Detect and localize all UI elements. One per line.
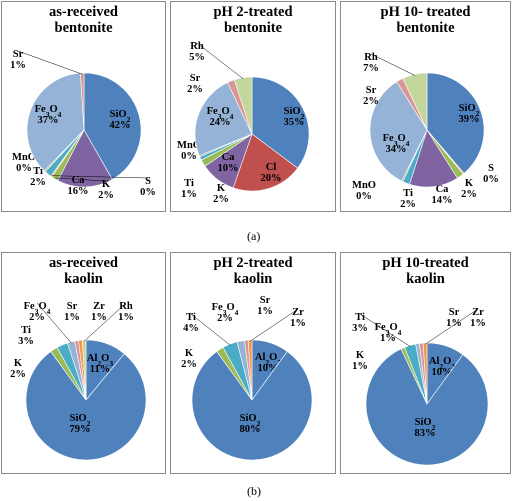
data-label-sio2: SiO2 35% [284,106,305,128]
chart-title: pH 2-treated bentonite [213,4,293,36]
data-label-zr: Zr 1% [470,307,486,329]
pie-chart: SiO2 39% S 0% K 2% Ca 14% Ti 2% MnO 0% Fe3O4 34% Sr 2% R… [352,52,499,210]
data-label-k: K 2% [10,358,26,380]
chart-panel-1: pH 2-treated bentonite SiO2 35% Cl 20% Ca 10%… [170,1,336,212]
leader-line [55,177,107,182]
chart-panel-0: as-received bentonite SiO2 42% Ca 16% K 2% S 0%… [1,1,166,212]
data-label-sr: Sr 1% [10,49,26,71]
data-label-sio2: SiO2 39% [459,103,480,125]
data-label-zr: Zr 1% [290,307,306,329]
pie-slice-sio2 [83,72,142,180]
data-label-ti: Ti 3% [18,325,34,347]
leader-line [36,302,72,344]
leader-line [51,175,149,179]
data-label-k: K 1% [352,350,368,372]
data-label-ca: Ca 16% [68,175,89,197]
pie-chart: SiO2 42% Ca 16% K 2% S 0% Ti 2%MnO 0% Fe3O4 37% Sr 1% [10,49,156,201]
data-label-sr: Sr 1% [446,307,462,329]
chart-panel-5: pH 10-treated kaolin Al2O3 10% SiO2 83% K 1% T… [340,252,511,474]
caption-b: (b) [247,484,261,498]
pie-slice-cl [232,133,299,192]
leader-line [370,53,416,76]
data-label-cl: Cl 20% [261,162,282,184]
data-label-ca: Ca 10% [218,152,239,174]
pie-slice-sio2 [25,351,147,461]
leader-line [424,308,479,345]
pie-slice-fe3o4 [369,81,428,182]
pie-slice-sio2 [251,76,310,169]
data-label-k: K 2% [98,179,114,201]
data-label-ti: Ti 1% [181,178,197,200]
caption-a: (a) [247,229,261,243]
data-label-rh: Rh 5% [189,41,205,63]
leader-line [250,308,299,342]
data-label-sr: Sr 2% [363,85,379,107]
pie-chart: Al2O3 10%SiO2 80%K 2%Ti 4%Fe3O4 2%Sr 1% Zr 1% [181,295,313,461]
data-label-al2o3: Al2O3 10% [429,356,455,378]
chart-title: pH 10-treated kaolin [382,255,469,287]
pie-chart: SiO2 35% Cl 20% Ca 10% K 2% Ti 1% MnO 0% Fe3O4 24%Sr 2… [177,41,310,205]
data-label-k: K 2% [461,178,477,200]
chart-panel-4: pH 2-treated kaolin Al2O3 10% SiO2 80% K 2% Ti… [170,252,336,474]
data-label-k: K 2% [213,183,229,205]
data-label-fe3o4: Fe3O4 1% [375,322,402,344]
leader-line [359,313,411,347]
pie-slice-sio2 [426,72,485,174]
leader-line [83,302,127,342]
data-label-ti: Ti 2% [400,188,416,210]
leader-line [190,313,231,346]
data-label-mno: MnO 0% [177,140,201,162]
data-label-sr: Sr 1% [64,301,80,323]
chart-panel-3: as-received kaolin Al2O3 11% SiO2 79% K 2% Ti 3… [1,252,166,474]
chart-title: pH 2-treated kaolin [213,255,293,287]
pie-slice-ca [57,129,113,188]
chart-title: pH 10- treated bentonite [380,4,471,36]
data-label-rh: Rh 1% [118,301,134,323]
data-label-sio2: SiO2 83% [415,417,436,439]
pie-slice-sio2 [365,348,489,466]
data-label-mno: MnO 0% [352,180,376,202]
data-label-fe3o4: Fe3O4 24% [207,106,234,128]
data-label-ti: Ti 3% [352,312,368,334]
data-label-zr: Zr 1% [91,301,107,323]
data-label-al2o3: Al2O3 11% [87,353,113,375]
data-label-rh: Rh 7% [363,52,379,74]
chart-title: as-received kaolin [49,255,118,287]
data-label-fe3o4: Fe3O4 2% [24,301,51,323]
pie-slice-fe3o4 [26,72,85,172]
pie-slice-rh [402,72,428,131]
pie-slice-fe3o4 [194,82,253,157]
pie-slice-rh [81,339,87,401]
data-label-ti: Ti 2% [30,166,46,188]
leader-line [196,42,244,80]
pie-chart: Al2O3 11% SiO2 79% K 2% Ti 3% Fe3O4 2% Sr 1% Zr 1% Rh 1… [10,301,147,461]
pie-chart: Al2O3 10% SiO2 83% K 1% Ti 3% Fe3O4 1% Sr 1% Zr 1% [352,307,489,466]
data-label-mno: MnO 0% [12,152,36,174]
pie-slice-sio2 [191,351,313,461]
data-label-s: S 0% [483,163,499,185]
pie-slice-sr [80,72,85,131]
data-label-ti: Ti 4% [183,312,199,334]
chart-title: as-received bentonite [49,4,118,36]
chart-panel-2: pH 10- treated bentonite SiO2 39% S 0% K 2% Ca… [340,1,511,212]
data-label-sio2: SiO2 79% [70,413,91,435]
data-label-k: K 2% [181,348,197,370]
data-label-sr: Sr 1% [257,295,273,317]
pie-slice-rh [233,76,253,135]
data-label-fe3o4: Fe3O4 37% [35,104,62,126]
data-label-sio2: SiO2 80% [240,413,261,435]
data-label-sio2: SiO2 42% [110,109,131,131]
leader-line [17,50,83,75]
data-label-sr: Sr 2% [187,73,203,95]
data-label-fe3o4: Fe3O4 2% [212,302,239,324]
data-label-ca: Ca 14% [432,184,453,206]
data-label-fe3o4: Fe3O4 34% [383,133,410,155]
data-label-s: S 0% [140,176,156,198]
